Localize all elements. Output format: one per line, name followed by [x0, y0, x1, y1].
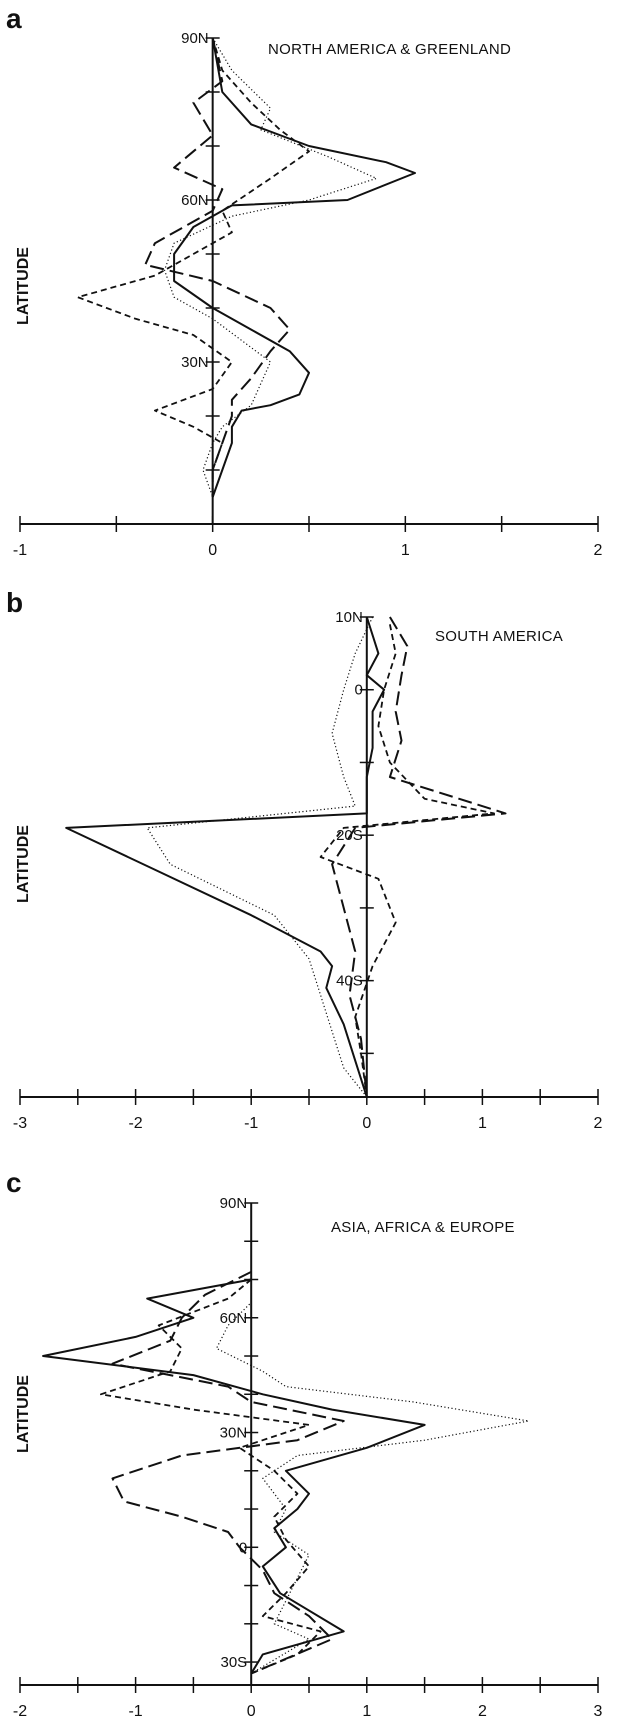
panel-a-north-america: a NORTH AMERICA & GREENLAND LATITUDE 90N… — [6, 3, 603, 559]
lat-label: 60N — [181, 192, 209, 209]
panel-c-axes — [20, 1203, 598, 1686]
x-tick-label: -2 — [128, 1115, 142, 1132]
series-line-solid — [65, 616, 386, 1098]
lat-label: 0 — [239, 1539, 247, 1556]
lat-label: 60N — [220, 1310, 248, 1327]
series-line-long-dash — [111, 1271, 345, 1675]
panel-a-series — [76, 37, 416, 498]
x-tick-label: 2 — [594, 1115, 603, 1132]
x-tick-label: 0 — [362, 1115, 371, 1132]
series-line-solid — [42, 1278, 426, 1675]
x-tick-label: 2 — [478, 1703, 487, 1720]
x-tick-label: 1 — [478, 1115, 487, 1132]
x-tick-label: 3 — [594, 1703, 603, 1720]
panel-b-series — [65, 616, 507, 1098]
lat-label: 30N — [181, 354, 209, 371]
x-tick-label: 2 — [594, 542, 603, 559]
lat-label: 90N — [220, 1195, 248, 1212]
panel-letter-a: a — [6, 3, 22, 34]
x-tick-label: -1 — [244, 1115, 258, 1132]
x-tick-label: -2 — [13, 1703, 27, 1720]
x-tick-label: 0 — [247, 1703, 256, 1720]
series-line-long-dash — [331, 616, 507, 1098]
series-line-short-dash — [100, 1278, 322, 1675]
panel-a-title: NORTH AMERICA & GREENLAND — [268, 41, 511, 58]
series-line-solid — [173, 37, 416, 498]
panel-c-x-ticks: -2 -1 0 1 2 3 — [13, 1677, 603, 1720]
series-line-dotted — [163, 37, 377, 498]
x-tick-label: 0 — [208, 542, 217, 559]
lat-label: 30S — [220, 1654, 247, 1671]
panel-a-axes — [20, 38, 598, 525]
series-line-dotted — [146, 616, 374, 1098]
panel-a-lat-labels: 90N 60N 30N — [181, 30, 220, 525]
lat-label: 0 — [354, 682, 362, 699]
x-tick-label: -1 — [128, 1703, 142, 1720]
lat-label: 40S — [336, 973, 363, 990]
x-tick-label: -3 — [13, 1115, 27, 1132]
panel-c-series — [42, 1271, 530, 1675]
panel-a-x-ticks: -1 0 1 2 — [13, 516, 603, 559]
panel-b-x-ticks: -3 -2 -1 0 1 2 — [13, 1089, 603, 1132]
panel-letter-c: c — [6, 1167, 22, 1198]
series-line-short-dash — [76, 37, 310, 497]
x-tick-label: 1 — [401, 542, 410, 559]
lat-label: 90N — [181, 30, 209, 47]
panel-c-asia-africa-europe: c ASIA, AFRICA & EUROPE LATITUDE 90N 60N 3… — [6, 1167, 603, 1720]
series-line-short-dash — [319, 624, 495, 1098]
panel-letter-b: b — [6, 587, 23, 618]
panel-a-ylabel: LATITUDE — [15, 247, 32, 325]
lat-label: 30N — [220, 1425, 248, 1442]
x-tick-label: -1 — [13, 542, 27, 559]
panel-b-ylabel: LATITUDE — [15, 825, 32, 903]
x-tick-label: 1 — [362, 1703, 371, 1720]
panel-c-ylabel: LATITUDE — [15, 1375, 32, 1453]
panel-c-title: ASIA, AFRICA & EUROPE — [331, 1219, 515, 1236]
panel-c-lat-labels: 90N 60N 30N 0 30S — [220, 1195, 259, 1671]
series-line-long-dash — [144, 37, 291, 497]
lat-label: 10N — [335, 609, 363, 626]
panel-b-axes — [20, 617, 598, 1098]
panel-b-title: SOUTH AMERICA — [435, 628, 563, 645]
